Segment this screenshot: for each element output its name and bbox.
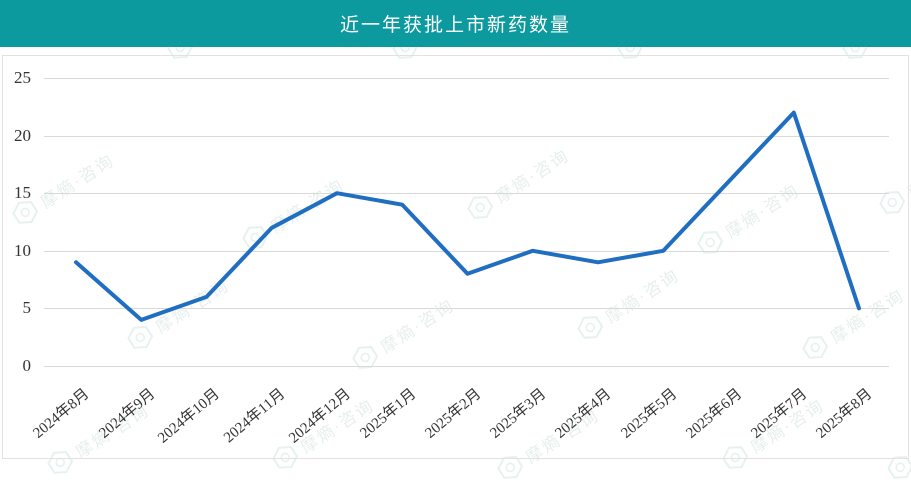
gridline-y-10 [44, 250, 889, 252]
gridline-y-15 [44, 193, 889, 195]
y-tick-label: 0 [22, 356, 32, 375]
y-tick-label: 25 [14, 68, 31, 87]
chart-header: 近一年获批上市新药数量 [0, 0, 911, 47]
y-tick-label: 20 [14, 125, 31, 145]
line-series-svg [74, 110, 861, 322]
approved-drugs-line [74, 110, 861, 322]
y-tick-label: 15 [14, 183, 31, 203]
chart-title: 近一年获批上市新药数量 [339, 15, 571, 36]
chart-panel: 0 5 10 15 20 25 2024年8月 2024年9月 2024年10月 2024年11… [2, 55, 909, 459]
y-tick-label: 5 [22, 298, 32, 318]
gridline-y-20 [44, 135, 889, 137]
y-tick-label: 10 [14, 240, 31, 260]
gridline-y-5 [44, 308, 889, 310]
gridline-y-0 [44, 366, 889, 367]
gridline-y-25 [44, 78, 889, 79]
